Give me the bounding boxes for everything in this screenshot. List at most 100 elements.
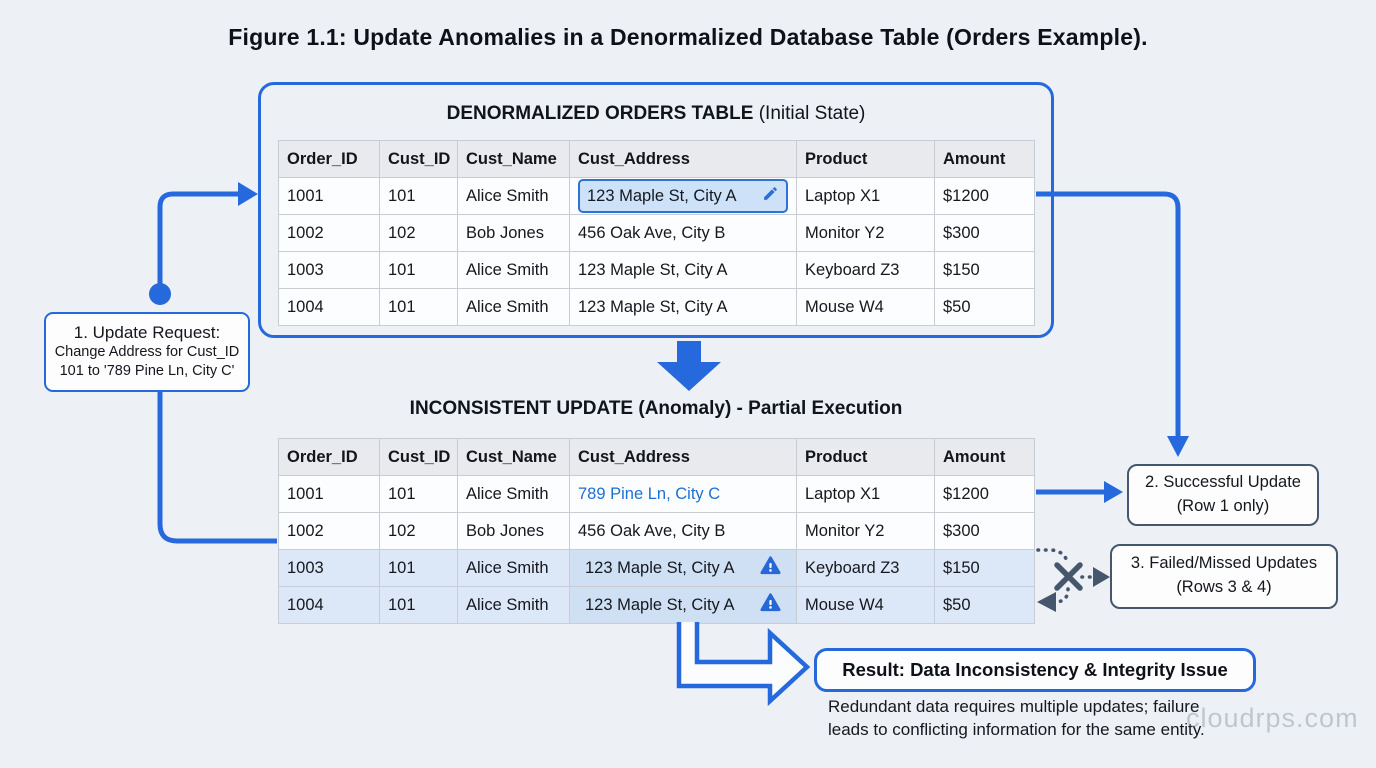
failed-updates-line: 3. Failed/Missed Updates <box>1130 554 1318 572</box>
table-cell: Laptop X1 <box>796 475 935 513</box>
table-cell: 102 <box>379 214 458 252</box>
failed-x-icon <box>1054 562 1083 591</box>
column-header: Cust_Address <box>569 140 797 178</box>
table-cell: $1200 <box>934 177 1035 215</box>
initial-table-caption: DENORMALIZED ORDERS TABLE (Initial State… <box>261 103 1051 125</box>
watermark: cloudrps.com <box>1186 703 1359 733</box>
table-cell: Alice Smith <box>457 475 570 513</box>
table-cell: 1002 <box>278 512 380 550</box>
table-cell: Alice Smith <box>457 586 570 624</box>
warning-triangle-icon <box>760 555 781 581</box>
table-cell: 1004 <box>278 586 380 624</box>
table-cell: 1004 <box>278 288 380 326</box>
table-cell: 123 Maple St, City A <box>569 288 797 326</box>
table-cell: $150 <box>934 251 1035 289</box>
update-request-title: 1. Update Request: <box>73 323 221 342</box>
update-request-line: Change Address for Cust_ID <box>54 344 240 360</box>
table-cell: Keyboard Z3 <box>796 549 935 587</box>
table-cell: 1002 <box>278 214 380 252</box>
table-row: 1004 101 Alice Smith 123 Maple St, City … <box>278 288 1035 326</box>
table-row: 1003 101 Alice Smith 123 Maple St, City … <box>278 251 1035 289</box>
column-header: Cust_Name <box>457 140 570 178</box>
table-cell: $150 <box>934 549 1035 587</box>
table-cell: 1003 <box>278 251 380 289</box>
orders-table-anomaly: Order_ID Cust_ID Cust_Name Cust_Address … <box>278 438 1035 624</box>
table-cell: Alice Smith <box>457 177 570 215</box>
table-cell: Alice Smith <box>457 549 570 587</box>
update-request-box: 1. Update Request: Change Address for Cu… <box>44 312 250 392</box>
address-text: 123 Maple St, City A <box>585 595 735 614</box>
table-row: 1001 101 Alice Smith 123 Maple St, City … <box>278 177 1035 215</box>
column-header: Product <box>796 140 935 178</box>
result-caption-line: leads to conflicting information for the… <box>828 720 1205 739</box>
header-row: Order_ID Cust_ID Cust_Name Cust_Address … <box>278 438 1035 476</box>
column-header: Cust_ID <box>379 140 458 178</box>
table-cell: Alice Smith <box>457 251 570 289</box>
column-header: Cust_ID <box>379 438 458 476</box>
down-block-arrow-icon <box>657 341 721 391</box>
figure-title: Figure 1.1: Update Anomalies in a Denorm… <box>228 24 1148 50</box>
table-cell: 101 <box>379 475 458 513</box>
stale-address-wrap: 123 Maple St, City A <box>578 588 788 623</box>
address-text: 123 Maple St, City A <box>587 186 737 205</box>
table-cell: 101 <box>379 177 458 215</box>
address-cell-stale: 123 Maple St, City A <box>569 549 797 587</box>
orders-table-initial: Order_ID Cust_ID Cust_Name Cust_Address … <box>278 140 1035 326</box>
result-caption-line: Redundant data requires multiple updates… <box>828 697 1200 716</box>
table-cell: Monitor Y2 <box>796 512 935 550</box>
table-cell: 123 Maple St, City A <box>569 251 797 289</box>
failed-updates-line: (Rows 3 & 4) <box>1176 578 1272 596</box>
table-cell: Monitor Y2 <box>796 214 935 252</box>
column-header: Amount <box>934 140 1035 178</box>
arrow-anomaly-row1-to-success-box <box>1036 481 1123 503</box>
column-header: Order_ID <box>278 140 380 178</box>
arrow-update-request-to-initial-table <box>149 182 258 305</box>
table-cell: 1001 <box>278 475 380 513</box>
stale-table-row: 1003 101 Alice Smith 123 Maple St, City … <box>278 549 1035 587</box>
pencil-icon <box>762 185 779 207</box>
table-row: 1002 102 Bob Jones 456 Oak Ave, City B M… <box>278 214 1035 252</box>
column-header: Cust_Name <box>457 438 570 476</box>
dotted-path-arrowheads <box>1037 567 1110 612</box>
column-header: Cust_Address <box>569 438 797 476</box>
table-row: 1001 101 Alice Smith 789 Pine Ln, City C… <box>278 475 1035 513</box>
dotted-failed-update-path <box>1036 548 1094 604</box>
address-cell-updated: 789 Pine Ln, City C <box>569 475 797 513</box>
table-cell: 456 Oak Ave, City B <box>569 214 797 252</box>
table-cell: 101 <box>379 288 458 326</box>
table-cell: $50 <box>934 586 1035 624</box>
table-cell: 101 <box>379 549 458 587</box>
table-cell: 1001 <box>278 177 380 215</box>
column-header: Order_ID <box>278 438 380 476</box>
column-header: Product <box>796 438 935 476</box>
failed-updates-box: 3. Failed/Missed Updates (Rows 3 & 4) <box>1110 544 1338 609</box>
initial-table-caption-rest: (Initial State) <box>753 103 866 124</box>
address-cell-stale: 123 Maple St, City A <box>569 586 797 624</box>
successful-update-line: (Row 1 only) <box>1176 497 1270 515</box>
stale-table-row: 1004 101 Alice Smith 123 Maple St, City … <box>278 586 1035 624</box>
result-caption: Redundant data requires multiple updates… <box>828 695 1268 741</box>
table-cell: Mouse W4 <box>796 586 935 624</box>
table-cell: $1200 <box>934 475 1035 513</box>
table-cell: Keyboard Z3 <box>796 251 935 289</box>
line-update-request-to-anomaly-table <box>157 390 277 544</box>
table-cell: 456 Oak Ave, City B <box>569 512 797 550</box>
address-edit-highlight: 123 Maple St, City A <box>578 179 788 213</box>
successful-update-line: 2. Successful Update <box>1145 473 1301 491</box>
initial-table-panel: DENORMALIZED ORDERS TABLE (Initial State… <box>258 82 1054 338</box>
table-cell: 101 <box>379 251 458 289</box>
table-cell: 1003 <box>278 549 380 587</box>
address-text: 123 Maple St, City A <box>585 558 735 577</box>
update-request-line: 101 to '789 Pine Ln, City C' <box>59 363 235 379</box>
anomaly-table-caption: INCONSISTENT UPDATE (Anomaly) - Partial … <box>409 398 903 419</box>
table-cell: Mouse W4 <box>796 288 935 326</box>
result-box: Result: Data Inconsistency & Integrity I… <box>814 648 1256 692</box>
arrow-initial-row1-to-success-box <box>1036 191 1189 457</box>
table-cell: $300 <box>934 214 1035 252</box>
address-cell-being-edited: 123 Maple St, City A <box>569 177 797 215</box>
column-header: Amount <box>934 438 1035 476</box>
stale-address-wrap: 123 Maple St, City A <box>578 551 788 586</box>
successful-update-box: 2. Successful Update (Row 1 only) <box>1127 464 1319 526</box>
elbow-arrow-to-result <box>676 622 811 707</box>
